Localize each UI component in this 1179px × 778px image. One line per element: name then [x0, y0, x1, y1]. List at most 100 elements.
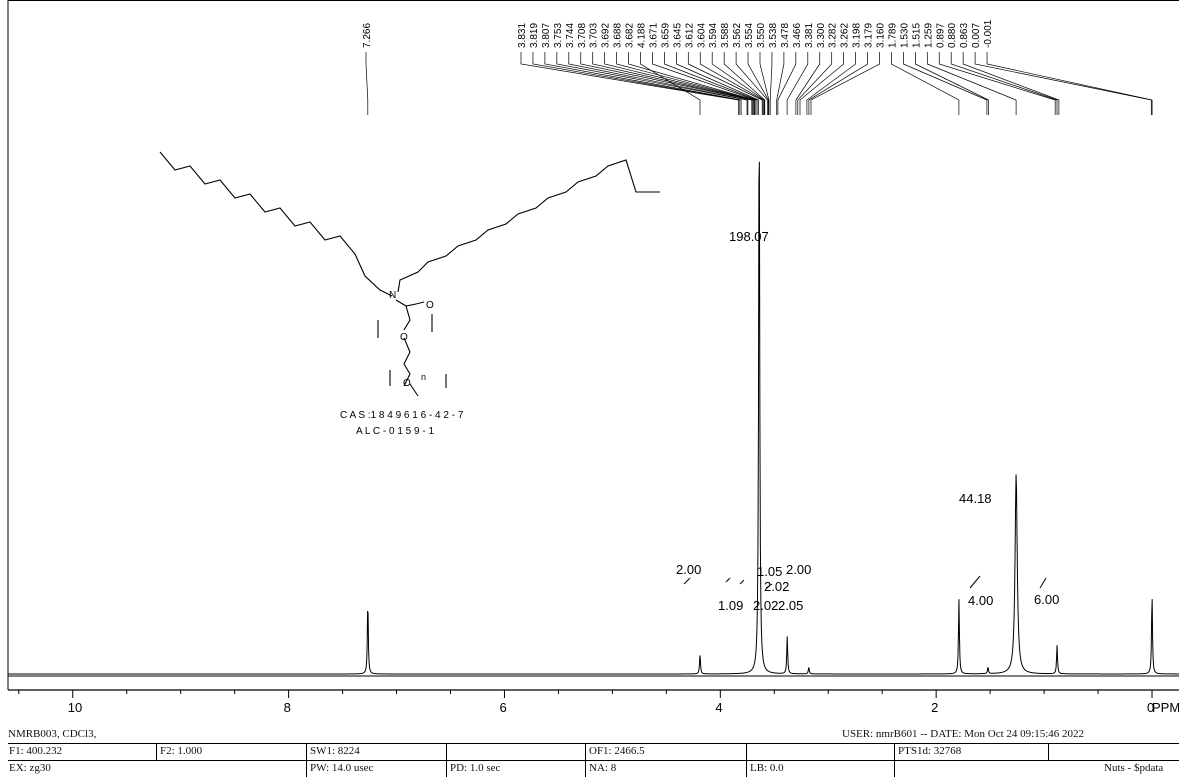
- peak-label: 1.789: [887, 23, 898, 48]
- peak-label: 3.604: [696, 23, 707, 48]
- integral-curve: [1039, 577, 1047, 589]
- cas-number: C A S :1 8 4 9 6 1 6 - 4 2 - 7: [340, 410, 464, 421]
- nmr-spectrum-chart: 10 8 6 4 2 0 PPM 7.266 3.831 3.819 3.807 3.753 3.7…: [7, 0, 1179, 715]
- peak-label: 3.160: [876, 23, 887, 48]
- peak-label: 3.478: [780, 23, 791, 48]
- peak-leader: [810, 52, 880, 115]
- peak-label: 3.262: [840, 23, 851, 48]
- x-tick-label: 4: [715, 700, 722, 715]
- integral-label: 44.18: [959, 491, 992, 506]
- integral-label: 198.07: [729, 229, 769, 244]
- peak-label: 1.259: [923, 23, 934, 48]
- x-tick-label: 2: [931, 700, 938, 715]
- peak-label: 1.515: [911, 23, 922, 48]
- carbonyl-oxygen: O: [426, 300, 434, 311]
- integral-curve: [683, 577, 691, 585]
- peak-leader: [664, 52, 758, 115]
- peak-leader: [962, 52, 1060, 115]
- peak-label: 1.530: [899, 23, 910, 48]
- footer-row-2: EX: zg30 PW: 14.0 usec PD: 1.0 sec NA: 8…: [8, 760, 1179, 777]
- peak-label: 3.671: [648, 23, 659, 48]
- param-sw1: SW1: 8224: [310, 745, 360, 757]
- peak-leader: [544, 52, 742, 115]
- peak-leader: [640, 52, 701, 115]
- peak-leader-lines: [365, 52, 1153, 115]
- peak-leader: [365, 52, 369, 115]
- peak-leader: [786, 52, 809, 115]
- alkyl-chain-left: [159, 151, 393, 297]
- methoxy-oxygen: O: [403, 378, 411, 389]
- peak-leader: [532, 52, 741, 115]
- peak-leader: [735, 52, 768, 115]
- peak-leader: [777, 52, 797, 115]
- peak-leader: [759, 52, 770, 115]
- peak-leader: [675, 52, 759, 115]
- peak-label: 0.880: [947, 23, 958, 48]
- peak-leader: [711, 52, 765, 115]
- methoxy-bond: [409, 383, 419, 397]
- param-ex: EX: zg30: [9, 762, 51, 774]
- param-na: NA: 8: [589, 762, 617, 774]
- peak-label: 3.819: [529, 23, 540, 48]
- peak-label: 3.562: [732, 23, 743, 48]
- x-axis-ticks: [18, 690, 1153, 698]
- param-of1: OF1: 2466.5: [589, 745, 645, 757]
- peak-leader: [926, 52, 1017, 115]
- peak-leader: [938, 52, 1056, 115]
- integral-label: 2.02: [753, 598, 778, 613]
- peak-leader: [747, 52, 769, 115]
- integral-label: 2.05: [778, 598, 803, 613]
- footer-title-row: NMRB003, CDCl3, USER: nmrB601 -- DATE: M…: [8, 727, 1179, 743]
- peak-leader: [568, 52, 749, 115]
- x-tick-label: 8: [284, 700, 291, 715]
- param-f2: F2: 1.000: [160, 745, 203, 757]
- peak-label: -0.001: [983, 19, 994, 48]
- peak-leader: [556, 52, 748, 115]
- ether-chain: [403, 337, 411, 387]
- peak-leader: [699, 52, 764, 115]
- integral-curve: [765, 583, 773, 589]
- nitrogen-atom: N: [389, 290, 396, 301]
- peak-leader: [580, 52, 753, 115]
- peak-label: 0.897: [935, 23, 946, 48]
- param-pts: PTS1d: 32768: [898, 745, 962, 757]
- param-pw: PW: 14.0 usec: [310, 762, 374, 774]
- peak-label: 3.744: [565, 23, 576, 48]
- peak-label: 3.282: [828, 23, 839, 48]
- molecule-structure: [159, 151, 660, 397]
- peak-label: 3.538: [768, 23, 779, 48]
- x-tick-label: 0: [1147, 700, 1154, 715]
- peak-label: 4.188: [637, 23, 648, 48]
- ether-oxygen: O: [400, 332, 408, 343]
- repeat-n: n: [421, 372, 426, 382]
- peak-leader: [723, 52, 766, 115]
- peak-label: 0.007: [971, 23, 982, 48]
- peak-label: 0.863: [959, 23, 970, 48]
- peak-label: 3.692: [601, 23, 612, 48]
- param-lb: LB: 0.0: [750, 762, 784, 774]
- peak-leader: [776, 52, 785, 115]
- peak-label: 3.708: [577, 23, 588, 48]
- backbone: [403, 305, 411, 331]
- software-credit: Nuts - $pdata: [1104, 762, 1164, 774]
- integral-curve: [969, 575, 981, 589]
- amide-bond: [395, 299, 417, 307]
- param-pd: PD: 1.0 sec: [450, 762, 501, 774]
- sample-title: NMRB003, CDCl3,: [8, 728, 97, 740]
- peak-label: 3.807: [541, 23, 552, 48]
- peak-leader: [903, 52, 988, 115]
- peak-leader: [808, 52, 868, 115]
- peak-leader: [687, 52, 763, 115]
- compound-code: A L C - 0 1 5 9 - 1: [356, 426, 434, 437]
- peak-leader: [592, 52, 753, 115]
- acquisition-parameters: NMRB003, CDCl3, USER: nmrB601 -- DATE: M…: [8, 727, 1179, 777]
- peak-leader: [806, 52, 856, 115]
- peak-leader: [769, 52, 773, 115]
- peak-label: 3.688: [613, 23, 624, 48]
- peak-label: 3.300: [816, 23, 827, 48]
- x-tick-label: 6: [499, 700, 506, 715]
- user-date: USER: nmrB601 -- DATE: Mon Oct 24 09:15:…: [842, 728, 1084, 740]
- peak-label: 3.466: [792, 23, 803, 48]
- alkyl-chain-right: [397, 159, 660, 293]
- peak-label: 3.594: [708, 23, 719, 48]
